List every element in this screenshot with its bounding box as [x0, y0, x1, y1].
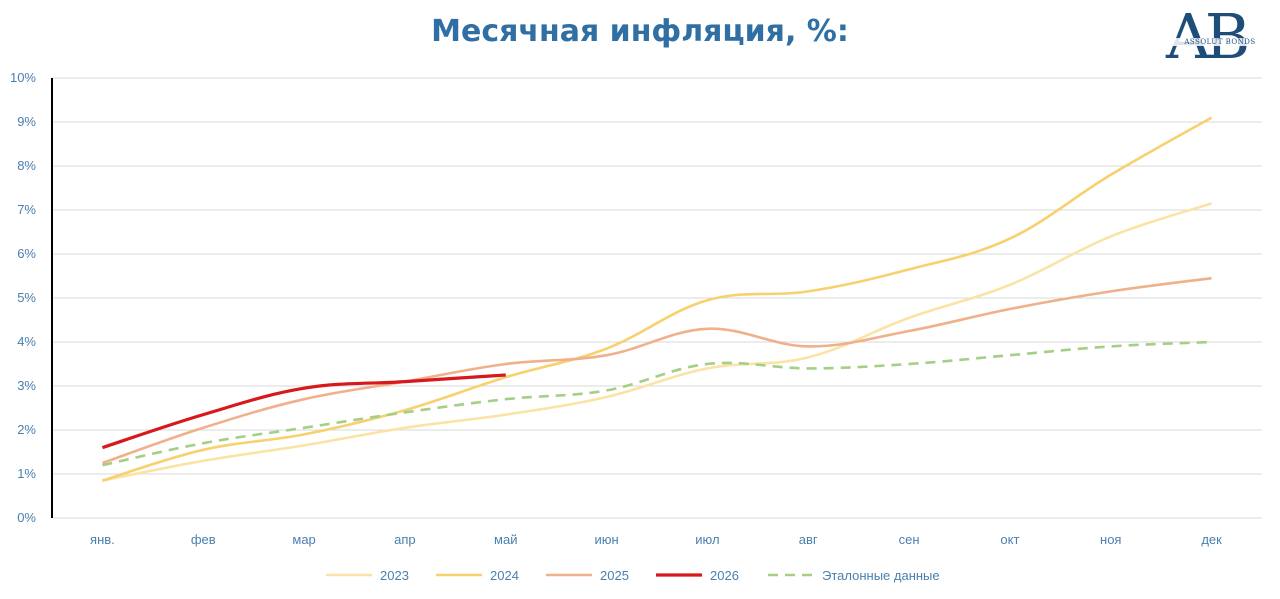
x-tick-label: мар — [292, 532, 315, 547]
y-tick-label: 9% — [17, 114, 36, 129]
y-tick-label: 10% — [10, 70, 36, 85]
x-tick-label: сен — [899, 532, 920, 547]
y-tick-label: 0% — [17, 510, 36, 525]
logo-letters: AB — [1166, 0, 1250, 73]
y-tick-label: 2% — [17, 422, 36, 437]
y-tick-label: 8% — [17, 158, 36, 173]
x-tick-label: дек — [1201, 532, 1222, 547]
series-line-2023 — [102, 202, 1212, 482]
x-tick-label: ноя — [1100, 532, 1121, 547]
legend-label: 2024 — [490, 568, 519, 583]
x-tick-label: май — [494, 532, 517, 547]
series-line-2024 — [102, 116, 1213, 482]
legend-label: 2026 — [710, 568, 739, 583]
y-tick-label: 1% — [17, 466, 36, 481]
y-tick-label: 3% — [17, 378, 36, 393]
y-tick-label: 5% — [17, 290, 36, 305]
logo: AB ASSOLUT BONDS — [1160, 2, 1270, 72]
x-tick-label: июн — [594, 532, 618, 547]
x-tick-label: июл — [695, 532, 719, 547]
x-tick-label: апр — [394, 532, 416, 547]
legend-label: 2023 — [380, 568, 409, 583]
y-tick-label: 7% — [17, 202, 36, 217]
y-tick-labels: 0% 1% 2% 3% 4% 5% 6% 7% 8% 9% 10% — [10, 70, 36, 525]
legend: 2023 2024 2025 2026 Эталонные данные — [326, 568, 940, 583]
logo-subtitle: ASSOLUT BONDS — [1170, 38, 1270, 46]
x-tick-label: янв. — [90, 532, 115, 547]
series-line-эталонные-данные — [102, 340, 1212, 467]
y-tick-label: 6% — [17, 246, 36, 261]
legend-label: 2025 — [600, 568, 629, 583]
legend-label: Эталонные данные — [822, 568, 940, 583]
x-tick-labels: янв. фев мар апр май июн июл авг сен окт ноя дек — [90, 532, 1222, 547]
x-tick-label: окт — [1000, 532, 1019, 547]
x-tick-label: авг — [799, 532, 818, 547]
series-lines — [101, 116, 1213, 482]
y-tick-label: 4% — [17, 334, 36, 349]
series-line-2026 — [101, 373, 506, 450]
x-tick-label: фев — [191, 532, 216, 547]
gridlines — [52, 77, 1262, 519]
chart-title: Месячная инфляция, %: — [431, 14, 849, 49]
series-line-2025 — [101, 276, 1212, 465]
